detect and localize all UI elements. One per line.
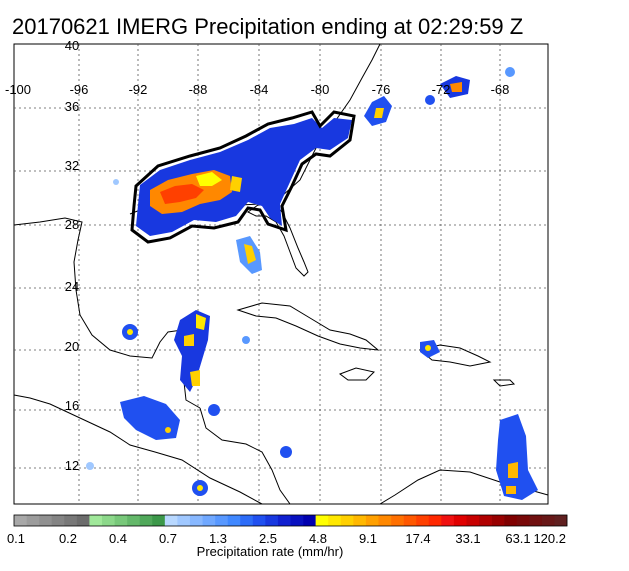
- lon-tick-label: -88: [189, 82, 208, 97]
- colorbar-swatch: [328, 515, 342, 526]
- colorbar-swatch: [516, 515, 530, 526]
- lat-tick-label: 16: [65, 398, 79, 413]
- colorbar-swatch: [202, 515, 216, 526]
- lon-tick-label: -84: [250, 82, 269, 97]
- colorbar-frame: [13, 514, 568, 527]
- colorbar: [14, 515, 568, 526]
- lat-tick-label: 24: [65, 279, 79, 294]
- colorbar-tick-label: 0.2: [59, 531, 77, 546]
- colorbar-swatch: [466, 515, 480, 526]
- colorbar-swatch: [51, 515, 65, 526]
- colorbar-swatch: [127, 515, 140, 526]
- colorbar-swatch: [114, 515, 128, 526]
- colorbar-tick-label: 63.1: [505, 531, 530, 546]
- storm-outline: [130, 110, 356, 244]
- precip-field: [86, 67, 538, 500]
- colorbar-swatch: [26, 515, 40, 526]
- colorbar-tick-label: 4.8: [309, 531, 327, 546]
- colorbar-swatch: [441, 515, 455, 526]
- colorbar-tick-label: 33.1: [455, 531, 480, 546]
- colorbar-swatch: [89, 515, 103, 526]
- lat-tick-label: 32: [65, 158, 79, 173]
- colorbar-tick-label: 0.7: [159, 531, 177, 546]
- colorbar-tick-label: 2.5: [259, 531, 277, 546]
- colorbar-swatch: [378, 515, 392, 526]
- lon-tick-label: -96: [70, 82, 89, 97]
- colorbar-swatch: [391, 515, 404, 526]
- colorbar-tick-label: 0.1: [7, 531, 25, 546]
- colorbar-swatch: [541, 515, 555, 526]
- lon-tick-label: -100: [5, 82, 31, 97]
- colorbar-swatch: [479, 515, 492, 526]
- map-frame: [13, 43, 549, 505]
- colorbar-title: Precipitation rate (mm/hr): [197, 544, 344, 559]
- colorbar-swatch: [164, 515, 178, 526]
- colorbar-swatch: [189, 515, 203, 526]
- colorbar-swatch: [453, 515, 467, 526]
- colorbar-swatch: [14, 515, 27, 526]
- colorbar-tick-labels: 0.1 0.2 0.4 0.7 1.3 2.5 4.8 9.1 17.4 33.…: [7, 531, 566, 546]
- colorbar-swatch: [554, 515, 568, 526]
- lon-tick-label: -92: [129, 82, 148, 97]
- lat-tick-label: 36: [65, 99, 79, 114]
- colorbar-swatch: [101, 515, 115, 526]
- colorbar-swatch: [152, 515, 166, 526]
- colorbar-swatch: [428, 515, 442, 526]
- colorbar-swatch: [365, 515, 379, 526]
- colorbar-swatch: [177, 515, 191, 526]
- colorbar-swatch: [252, 515, 266, 526]
- colorbar-swatch: [340, 515, 354, 526]
- colorbar-swatch: [76, 515, 90, 526]
- colorbar-tick-label: 1.3: [209, 531, 227, 546]
- colorbar-swatch: [315, 515, 329, 526]
- colorbar-swatch: [265, 515, 279, 526]
- lat-tick-label: 20: [65, 339, 79, 354]
- colorbar-swatch: [277, 515, 291, 526]
- colorbar-swatch: [353, 515, 367, 526]
- colorbar-swatch: [290, 515, 304, 526]
- colorbar-swatch: [240, 515, 254, 526]
- lat-tick-label: 40: [65, 38, 79, 53]
- lon-tick-label: -72: [432, 82, 451, 97]
- lon-tick-label: -76: [372, 82, 391, 97]
- colorbar-swatch: [64, 515, 78, 526]
- lon-tick-label: -68: [491, 82, 510, 97]
- colorbar-swatch: [403, 515, 417, 526]
- colorbar-swatch: [227, 515, 241, 526]
- colorbar-tick-label: 17.4: [405, 531, 430, 546]
- map-title: 20170621 IMERG Precipitation ending at 0…: [12, 14, 524, 39]
- colorbar-tick-label: 9.1: [359, 531, 377, 546]
- colorbar-swatch: [215, 515, 228, 526]
- lat-tick-label: 12: [65, 458, 79, 473]
- colorbar-swatch: [39, 515, 53, 526]
- lon-tick-label: -80: [311, 82, 330, 97]
- colorbar-swatch: [416, 515, 430, 526]
- colorbar-swatch: [504, 515, 518, 526]
- lat-tick-label: 28: [65, 217, 79, 232]
- colorbar-swatch: [491, 515, 505, 526]
- colorbar-tick-label: 120.2: [533, 531, 566, 546]
- lon-tick-labels: -100 -96 -92 -88 -84 -80 -76 -72 -68: [5, 82, 509, 97]
- colorbar-swatch: [139, 515, 153, 526]
- colorbar-tick-label: 0.4: [109, 531, 127, 546]
- lat-tick-labels: 40 36 32 28 24 20 16 12: [65, 38, 79, 473]
- colorbar-swatch: [529, 515, 543, 526]
- colorbar-swatch: [303, 515, 316, 526]
